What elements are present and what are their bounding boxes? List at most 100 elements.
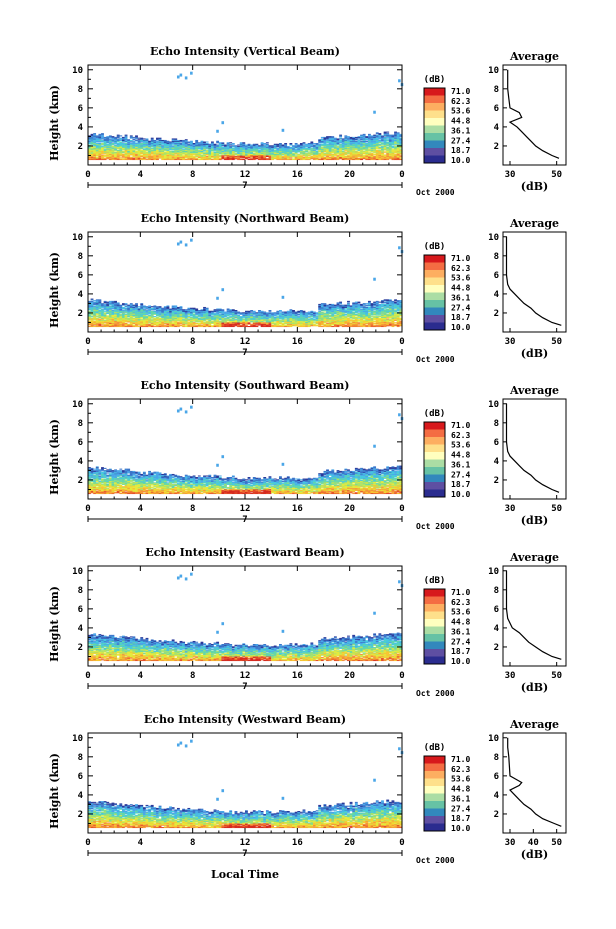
avg-x-tick-label: 30 xyxy=(505,504,516,514)
avg-frame xyxy=(502,64,567,166)
date-label: Oct 2000 xyxy=(416,355,455,364)
avg-title: Average xyxy=(509,718,559,731)
y-tick-label: 6 xyxy=(78,271,83,281)
sparse-echoes xyxy=(176,572,404,634)
colorbar-tick-label: 53.6 xyxy=(451,775,470,784)
average-profile: Average 2 4 6 8 10 30 50(dB) xyxy=(488,384,567,527)
x-tick-label: 0 xyxy=(85,671,90,681)
colorbar-frame xyxy=(423,588,446,665)
date-label: Oct 2000 xyxy=(416,188,455,197)
y-axis-label: Height (km) xyxy=(48,252,61,328)
avg-frame xyxy=(502,398,567,500)
x-tick-label: 0 xyxy=(399,504,404,514)
colorbar-frame xyxy=(423,421,446,498)
x-tick-label: 8 xyxy=(190,838,195,848)
colorbar-label: (dB) xyxy=(424,409,446,419)
colorbar-tick-label: 53.6 xyxy=(451,107,470,116)
y-tick-label: 10 xyxy=(72,233,83,243)
y-axis-label: Height (km) xyxy=(48,419,61,495)
avg-profile-line xyxy=(505,403,560,493)
avg-y-tick-label: 4 xyxy=(494,123,500,133)
colorbar-tick-label: 44.8 xyxy=(451,785,470,794)
y-axis-label: Height (km) xyxy=(48,85,61,161)
day-label: 7 xyxy=(242,515,247,525)
y-tick-label: 4 xyxy=(78,624,84,634)
day-label: 7 xyxy=(242,181,247,191)
x-tick-label: 16 xyxy=(292,170,303,180)
avg-y-tick-label: 8 xyxy=(494,252,499,262)
x-tick-label: 4 xyxy=(138,170,144,180)
y-tick-label: 6 xyxy=(78,605,83,615)
x-tick-label: 20 xyxy=(344,170,355,180)
x-tick-label: 0 xyxy=(399,337,404,347)
global-x-label: Local Time xyxy=(211,868,279,881)
colorbar-tick-label: 36.1 xyxy=(451,460,470,469)
chart-title: Echo Intensity (Westward Beam) xyxy=(144,713,346,726)
avg-y-tick-label: 10 xyxy=(488,567,499,577)
y-tick-label: 2 xyxy=(78,309,83,319)
heatmap-cells xyxy=(88,632,403,662)
avg-y-tick-label: 2 xyxy=(494,810,499,820)
colorbar-tick-label: 18.7 xyxy=(451,814,470,823)
x-tick-label: 20 xyxy=(344,838,355,848)
colorbar: (dB) 71.062.353.644.836.127.418.710.0 xyxy=(423,242,470,332)
colorbar-tick-label: 10.0 xyxy=(451,657,470,666)
x-tick-label: 4 xyxy=(138,337,144,347)
y-tick-label: 8 xyxy=(78,586,83,596)
y-tick-label: 4 xyxy=(78,123,84,133)
colorbar-tick-label: 36.1 xyxy=(451,126,470,135)
colorbar-tick-label: 36.1 xyxy=(451,794,470,803)
avg-frame xyxy=(502,231,567,333)
colorbar-tick-label: 27.4 xyxy=(451,804,470,813)
x-tick-label: 12 xyxy=(240,671,251,681)
avg-title: Average xyxy=(509,50,559,63)
x-tick-label: 0 xyxy=(85,838,90,848)
avg-y-tick-label: 6 xyxy=(494,605,499,615)
y-tick-label: 8 xyxy=(78,85,83,95)
avg-title: Average xyxy=(509,217,559,230)
avg-x-tick-label: 30 xyxy=(505,671,516,681)
avg-profile-line xyxy=(507,737,562,827)
x-tick-label: 8 xyxy=(190,671,195,681)
colorbar-label: (dB) xyxy=(424,75,446,85)
avg-y-tick-label: 6 xyxy=(494,772,499,782)
day-label: 7 xyxy=(242,348,247,358)
avg-y-tick-label: 8 xyxy=(494,753,499,763)
average-profile: Average 2 4 6 8 10 30 50(dB) xyxy=(488,50,567,193)
panel-4: Echo Intensity (Eastward Beam) Height (km… xyxy=(48,546,567,698)
colorbar-tick-label: 36.1 xyxy=(451,293,470,302)
colorbar-label: (dB) xyxy=(424,743,446,753)
avg-x-label: (dB) xyxy=(521,681,548,694)
avg-x-label: (dB) xyxy=(521,514,548,527)
colorbar-tick-label: 27.4 xyxy=(451,136,470,145)
avg-x-label: (dB) xyxy=(521,180,548,193)
chart-title: Echo Intensity (Southward Beam) xyxy=(141,379,350,392)
avg-y-tick-label: 4 xyxy=(494,791,500,801)
y-tick-label: 10 xyxy=(72,734,83,744)
y-axis-label: Height (km) xyxy=(48,586,61,662)
colorbar-frame xyxy=(423,87,446,164)
colorbar-tick-label: 71.0 xyxy=(451,755,470,764)
avg-title: Average xyxy=(509,551,559,564)
heatmap-cells xyxy=(88,799,403,829)
colorbar-tick-label: 10.0 xyxy=(451,824,470,833)
y-tick-label: 2 xyxy=(78,810,83,820)
heatmap-cells xyxy=(88,131,403,161)
colorbar-tick-label: 10.0 xyxy=(451,490,470,499)
y-tick-label: 4 xyxy=(78,791,84,801)
y-tick-label: 10 xyxy=(72,400,83,410)
avg-profile-line xyxy=(505,570,562,660)
avg-y-tick-label: 2 xyxy=(494,142,499,152)
date-label: Oct 2000 xyxy=(416,856,455,865)
average-profile: Average 2 4 6 8 10 30 40 50(dB) xyxy=(488,718,567,861)
colorbar-tick-label: 62.3 xyxy=(451,765,470,774)
colorbar-tick-label: 71.0 xyxy=(451,588,470,597)
avg-x-label: (dB) xyxy=(521,848,548,861)
x-tick-label: 12 xyxy=(240,337,251,347)
heatmap-cells xyxy=(88,465,403,495)
avg-profile-line xyxy=(505,236,562,326)
colorbar-frame xyxy=(423,254,446,331)
y-axis-label: Height (km) xyxy=(48,753,61,829)
y-tick-label: 8 xyxy=(78,753,83,763)
